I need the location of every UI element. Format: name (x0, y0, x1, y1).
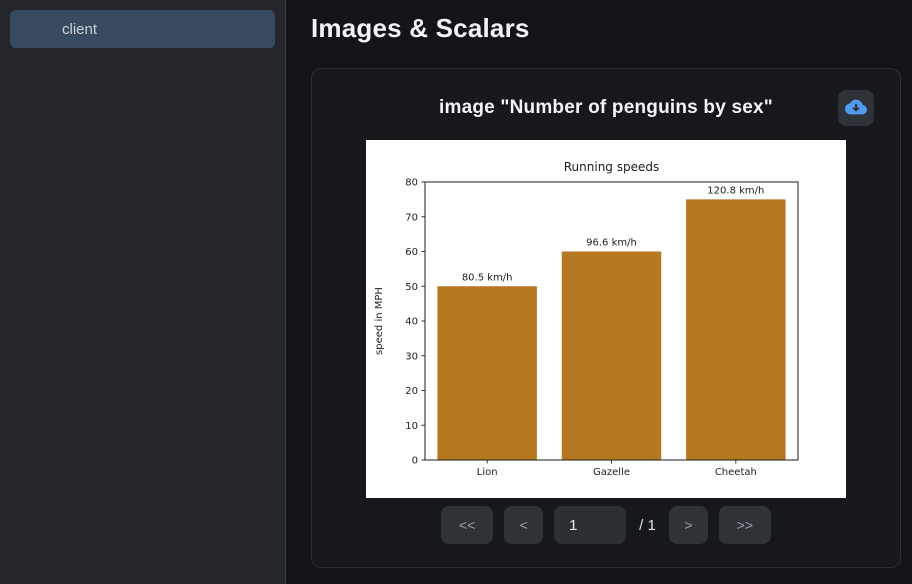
sidebar: client (0, 0, 286, 584)
svg-text:Gazelle: Gazelle (593, 467, 630, 478)
svg-text:50: 50 (405, 282, 418, 293)
svg-text:20: 20 (405, 386, 418, 397)
sidebar-item-client[interactable]: client (10, 10, 275, 48)
svg-text:10: 10 (405, 421, 418, 432)
last-page-button[interactable]: >> (718, 506, 771, 544)
svg-text:30: 30 (405, 351, 418, 362)
svg-text:80: 80 (405, 178, 418, 189)
main-content: Images & Scalars image "Number of pengui… (286, 0, 912, 584)
page-total-label: / 1 (639, 516, 656, 534)
bar-chart-svg: 0 10 20 30 40 50 60 70 80 Lion 80.5 km/h Gazelle 96.… (374, 160, 799, 478)
svg-text:96.6 km/h: 96.6 km/h (586, 238, 637, 249)
svg-text:60: 60 (405, 247, 418, 258)
cloud-download-icon (845, 96, 867, 121)
svg-text:speed in MPH: speed in MPH (374, 287, 385, 355)
page-input[interactable] (554, 506, 627, 544)
svg-text:Running speeds: Running speeds (564, 160, 660, 174)
pagination: << < / 1 > >> (312, 506, 900, 544)
sidebar-item-label: client (62, 20, 98, 38)
svg-text:Lion: Lion (477, 467, 498, 478)
next-page-button[interactable]: > (668, 506, 708, 544)
svg-text:40: 40 (405, 317, 418, 328)
svg-text:80.5 km/h: 80.5 km/h (462, 272, 513, 283)
svg-text:Cheetah: Cheetah (715, 467, 757, 478)
first-page-button[interactable]: << (441, 506, 494, 544)
image-card: image "Number of penguins by sex" 0 10 20 3… (311, 68, 901, 568)
svg-text:0: 0 (412, 456, 418, 467)
card-header: image "Number of penguins by sex" (312, 90, 900, 126)
svg-text:120.8 km/h: 120.8 km/h (707, 185, 764, 196)
download-button[interactable] (838, 90, 874, 126)
prev-page-button[interactable]: < (504, 506, 544, 544)
svg-text:70: 70 (405, 212, 418, 223)
chart-image: 0 10 20 30 40 50 60 70 80 Lion 80.5 km/h Gazelle 96.… (366, 140, 846, 498)
page-title: Images & Scalars (311, 13, 530, 43)
card-title: image "Number of penguins by sex" (439, 97, 773, 118)
